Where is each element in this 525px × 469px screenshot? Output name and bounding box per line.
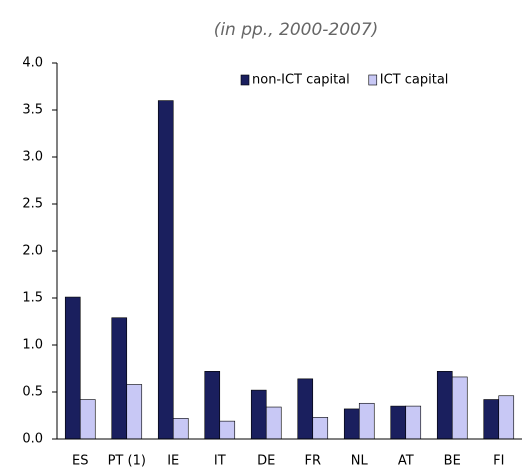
x-tick-label: IT [214, 454, 226, 469]
y-tick-label: 1.5 [22, 291, 43, 306]
y-tick-label: 2.0 [22, 244, 43, 259]
bar [436, 371, 453, 440]
chart-subtitle: (in pp., 2000-2007) [214, 20, 379, 40]
legend-swatch [240, 74, 250, 86]
bar [405, 405, 422, 440]
legend-label: ICT capital [380, 73, 449, 88]
bar [358, 402, 375, 440]
bar [297, 378, 314, 440]
y-tick-label: 3.0 [22, 150, 43, 165]
bar [172, 418, 189, 440]
x-tick-label: NL [351, 454, 369, 469]
bar [204, 371, 221, 440]
bar [219, 420, 236, 440]
legend-swatch [368, 74, 378, 86]
y-tick-label: 4.0 [22, 56, 43, 71]
x-tick-label: BE [444, 454, 461, 469]
x-tick-label: IE [167, 454, 179, 469]
bar [390, 405, 407, 440]
x-tick-label: PT (1) [108, 454, 146, 469]
bar [451, 376, 468, 440]
bar [312, 417, 329, 440]
bar [498, 395, 515, 440]
x-tick-label: FI [493, 454, 504, 469]
x-tick-label: ES [72, 454, 88, 469]
legend-label: non-ICT capital [252, 73, 350, 88]
y-tick-label: 0.0 [22, 432, 43, 447]
y-tick-label: 3.5 [22, 103, 43, 118]
bar [250, 389, 267, 440]
bar [79, 399, 96, 440]
bar [265, 406, 282, 440]
x-tick-label: AT [398, 454, 414, 469]
y-tick-label: 1.0 [22, 338, 43, 353]
bar [157, 100, 174, 440]
y-tick-label: 0.5 [22, 385, 43, 400]
bar [483, 399, 500, 440]
bar [64, 296, 81, 440]
bar [343, 408, 360, 440]
y-tick-label: 2.5 [22, 197, 43, 212]
x-tick-label: FR [304, 454, 321, 469]
x-tick-label: DE [257, 454, 275, 469]
bar [126, 384, 143, 440]
bar [111, 317, 128, 440]
